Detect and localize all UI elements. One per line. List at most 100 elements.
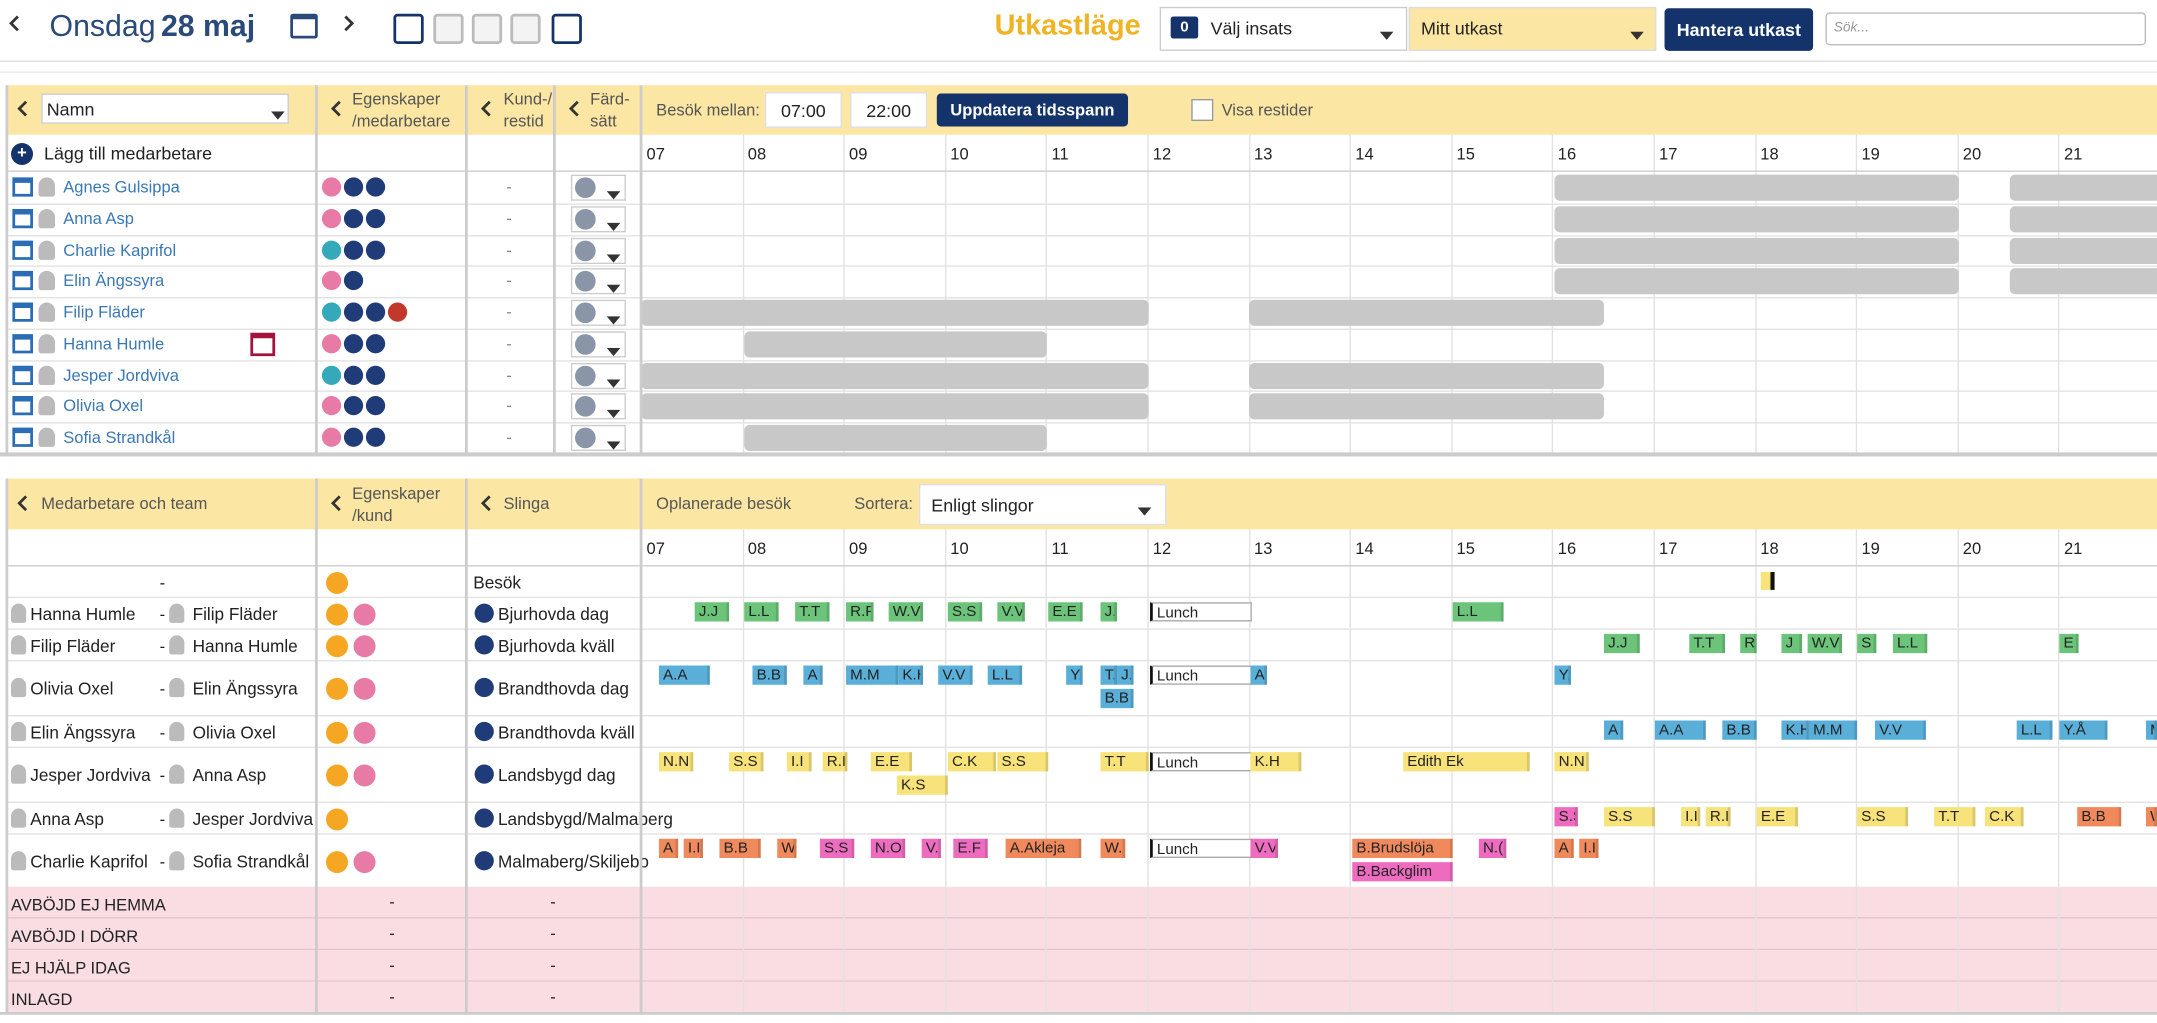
staff-name[interactable]: Olivia Oxel	[63, 396, 144, 416]
visit-block[interactable]: T.	[1100, 665, 1118, 685]
visit-block[interactable]: N.O	[870, 838, 906, 858]
visit-block[interactable]: A	[803, 665, 823, 685]
visit-block[interactable]: S.S	[997, 752, 1049, 772]
visit-block[interactable]: B.B	[719, 838, 761, 858]
visit-block[interactable]: J.J	[694, 602, 730, 622]
visit-block[interactable]: E	[2059, 633, 2079, 654]
visit-block[interactable]: J.J	[1603, 633, 1640, 654]
visit-block[interactable]: I.I	[1579, 838, 1599, 858]
visit-block[interactable]: T.T	[795, 602, 830, 622]
visit-block[interactable]: E.E	[1756, 807, 1798, 827]
visit-block[interactable]: A.Akleja	[1005, 838, 1082, 858]
name-select[interactable]	[41, 93, 289, 124]
visit-block[interactable]: B.B	[1722, 720, 1757, 740]
visit-block[interactable]: Lunch	[1150, 752, 1252, 772]
collapse[interactable]	[330, 99, 344, 118]
visit-marker[interactable]	[1760, 572, 1775, 590]
schedule-icon[interactable]	[12, 396, 34, 416]
visit-block[interactable]: W	[777, 838, 797, 858]
toolbar-button[interactable]	[433, 13, 464, 44]
visit-block[interactable]: S	[1857, 633, 1877, 654]
visit-block[interactable]: A	[1603, 720, 1624, 740]
visit-block[interactable]: Lunch	[1150, 838, 1252, 858]
visit-block[interactable]: B.B	[1100, 688, 1134, 709]
visit-block[interactable]: J	[1781, 633, 1803, 654]
schedule-icon[interactable]	[12, 271, 34, 291]
visit-block[interactable]: T.T	[1689, 633, 1726, 654]
visit-block[interactable]: Lunch	[1150, 602, 1252, 622]
staff-name[interactable]: Charlie Kaprifol	[63, 239, 177, 260]
visit-block[interactable]: K.H	[898, 665, 924, 685]
visit-block[interactable]: E.E	[870, 752, 913, 772]
visit-block[interactable]: J.	[1117, 665, 1134, 685]
visit-block[interactable]: J.	[1100, 602, 1118, 622]
visit-block[interactable]: M	[2145, 720, 2157, 740]
visit-block[interactable]: I.I	[1681, 807, 1701, 827]
visit-block[interactable]: M.M	[1808, 720, 1858, 740]
visit-block[interactable]: Y.Å	[2059, 720, 2108, 740]
draft-select[interactable]	[1408, 6, 1657, 51]
toolbar-button[interactable]	[510, 13, 541, 44]
visit-block[interactable]: A.A	[658, 665, 710, 685]
schedule-icon[interactable]	[12, 302, 34, 322]
visit-block[interactable]: R.F	[846, 602, 874, 622]
visit-block[interactable]: V.V	[938, 665, 973, 685]
visit-block[interactable]: L.L	[744, 602, 779, 622]
visit-block[interactable]: K.H	[1781, 720, 1809, 740]
visit-block[interactable]: I.I	[786, 752, 812, 772]
toolbar-button[interactable]	[551, 13, 582, 44]
visit-block[interactable]: L.L	[987, 665, 1023, 685]
insats-select[interactable]	[1159, 6, 1408, 51]
visit-block[interactable]: E.E	[1048, 602, 1083, 622]
visit-block[interactable]: W	[2145, 807, 2157, 827]
next-day[interactable]	[341, 14, 360, 42]
visit-block[interactable]: T.T	[1934, 807, 1976, 827]
staff-name[interactable]: Hanna Humle	[63, 333, 165, 354]
visit-block[interactable]: S.S	[1603, 807, 1655, 827]
visit-block[interactable]: R	[1740, 633, 1757, 654]
visit-block[interactable]: A	[658, 838, 679, 858]
checkbox[interactable]	[1191, 99, 1214, 121]
visit-block[interactable]: L.L	[2016, 720, 2053, 740]
visit-block[interactable]: K.S	[896, 775, 948, 795]
visit-block[interactable]: V.V	[1874, 720, 1926, 740]
visit-block[interactable]: Y.	[1066, 665, 1083, 685]
time-from[interactable]: 07:00	[764, 92, 842, 128]
staff-name[interactable]: Anna Asp	[63, 208, 134, 228]
visit-block[interactable]: S.S	[1554, 807, 1578, 827]
visit-block[interactable]: S.S	[1857, 807, 1909, 827]
calendar-button[interactable]	[290, 13, 318, 39]
visit-block[interactable]: E.F	[953, 838, 988, 858]
visit-block[interactable]: V.V	[997, 602, 1025, 622]
visit-block[interactable]: R.I	[822, 752, 848, 772]
visit-block[interactable]: Lunch	[1150, 665, 1252, 685]
staff-name[interactable]: Sofia Strandkål	[63, 427, 176, 447]
time-to[interactable]: 22:00	[850, 92, 928, 128]
staff-name[interactable]: Agnes Gulsippa	[63, 177, 180, 197]
visit-block[interactable]: L.L	[1452, 602, 1504, 622]
staff-name[interactable]: Elin Ängssyra	[63, 271, 165, 291]
visit-block[interactable]: I.I	[683, 838, 703, 858]
toolbar-button[interactable]	[471, 13, 503, 44]
visit-block[interactable]: N.(	[1478, 838, 1507, 858]
toolbar-button[interactable]	[393, 13, 424, 44]
staff-name[interactable]: Filip Fläder	[63, 302, 145, 322]
collapse[interactable]	[17, 99, 31, 118]
visit-block[interactable]: B.Brudslöja	[1352, 838, 1453, 858]
schedule-icon[interactable]	[12, 333, 34, 354]
staff-name[interactable]: Jesper Jordviva	[63, 365, 179, 385]
prev-day[interactable]	[8, 14, 27, 42]
visit-block[interactable]: L.L	[1892, 633, 1928, 654]
manage-draft-button[interactable]: Hantera utkast	[1664, 8, 1814, 51]
update-button[interactable]: Uppdatera tidsspann	[936, 93, 1129, 127]
visit-block[interactable]: N.N	[1554, 752, 1589, 772]
visit-block[interactable]: N.N	[658, 752, 694, 772]
visit-block[interactable]: Y.	[1554, 665, 1571, 685]
visit-block[interactable]: W.V	[1807, 633, 1842, 654]
visit-block[interactable]: S.S	[729, 752, 764, 772]
visit-block[interactable]: V.V	[1250, 838, 1278, 858]
visit-block[interactable]: W.	[1100, 838, 1126, 858]
visit-block[interactable]: B.Backglim	[1352, 862, 1453, 882]
visit-block[interactable]: C.K	[1985, 807, 2024, 827]
collapse[interactable]	[330, 494, 344, 513]
